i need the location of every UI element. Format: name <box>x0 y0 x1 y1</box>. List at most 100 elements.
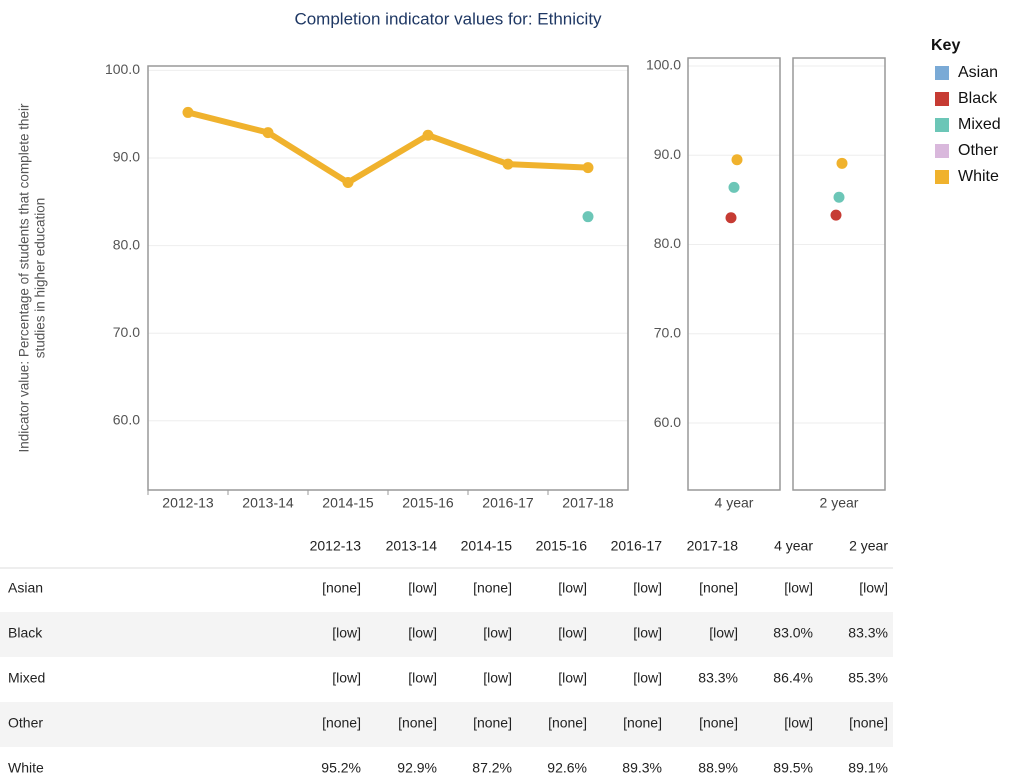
table-cell: [none] <box>623 715 662 731</box>
table-cell: 83.3% <box>848 625 888 641</box>
table-cell: 95.2% <box>321 760 361 776</box>
table-cell: [low] <box>408 670 437 686</box>
legend-label: Black <box>958 90 998 107</box>
y-axis-title-line: Indicator value: Percentage of students … <box>17 103 32 452</box>
data-point <box>728 181 740 193</box>
data-point <box>502 158 514 170</box>
table-cell: 89.3% <box>622 760 662 776</box>
table-header: 2017-18 <box>687 538 739 554</box>
y-axis-title-line: studies in higher education <box>33 198 48 359</box>
panel-frame <box>792 57 886 491</box>
y-tick-label: 90.0 <box>113 149 140 165</box>
table-cell: [low] <box>633 625 662 641</box>
table-cell: 86.4% <box>773 670 813 686</box>
table-cell: 88.9% <box>698 760 738 776</box>
table-cell: 89.1% <box>848 760 888 776</box>
chart-title: Completion indicator values for: Ethnici… <box>294 9 602 28</box>
table-row-stripe <box>0 702 893 747</box>
x-tick-label: 2016-17 <box>482 495 534 511</box>
table-cell: [none] <box>322 715 361 731</box>
table-cell: [low] <box>709 625 738 641</box>
y-tick-label: 90.0 <box>654 146 681 162</box>
table-cell: [low] <box>859 580 888 596</box>
y-tick-label: 100.0 <box>646 57 681 73</box>
legend-label: Asian <box>958 64 998 81</box>
y-tick-label: 70.0 <box>654 325 681 341</box>
y-tick-label: 80.0 <box>113 236 140 252</box>
data-point <box>182 106 194 118</box>
table-cell: [low] <box>332 670 361 686</box>
y-tick-label: 100.0 <box>105 61 140 77</box>
table-cell: [low] <box>558 670 587 686</box>
row-label: White <box>8 760 44 776</box>
table-cell: [low] <box>483 625 512 641</box>
data-point <box>731 154 743 166</box>
table-header: 2014-15 <box>461 538 513 554</box>
series-line <box>187 109 589 186</box>
row-label: Mixed <box>8 670 45 686</box>
table-header: 2 year <box>849 538 888 554</box>
row-label: Black <box>8 625 43 641</box>
table-cell: [low] <box>784 580 813 596</box>
table-header: 2012-13 <box>310 538 362 554</box>
legend-label: White <box>958 168 999 185</box>
x-tick-label: 2012-13 <box>162 495 214 511</box>
table-header: 2013-14 <box>386 538 438 554</box>
legend-swatch <box>935 92 949 106</box>
table-cell: 83.0% <box>773 625 813 641</box>
legend-label: Other <box>958 142 999 159</box>
data-point <box>342 177 354 189</box>
table-cell: [low] <box>408 625 437 641</box>
table-cell: 87.2% <box>472 760 512 776</box>
x-tick-label: 2015-16 <box>402 495 454 511</box>
table-cell: [none] <box>398 715 437 731</box>
x-tick-label: 2 year <box>820 495 859 511</box>
y-tick-label: 60.0 <box>654 414 681 430</box>
table-cell: 92.6% <box>547 760 587 776</box>
data-point <box>725 212 737 224</box>
plot-frame <box>147 65 629 491</box>
x-tick-label: 2013-14 <box>242 495 294 511</box>
table-cell: [low] <box>558 580 587 596</box>
row-label: Other <box>8 715 43 731</box>
legend-swatch <box>935 66 949 80</box>
table-cell: [none] <box>849 715 888 731</box>
panel-frame <box>687 57 781 491</box>
data-point <box>422 129 434 141</box>
table-cell: [low] <box>408 580 437 596</box>
table-header: 2015-16 <box>536 538 588 554</box>
table-cell: [none] <box>548 715 587 731</box>
table-cell: [none] <box>473 580 512 596</box>
table-cell: [low] <box>784 715 813 731</box>
legend-label: Mixed <box>958 116 1001 133</box>
data-point <box>262 127 274 139</box>
y-tick-label: 80.0 <box>654 235 681 251</box>
table-cell: [none] <box>699 580 738 596</box>
row-label: Asian <box>8 580 43 596</box>
table-cell: [low] <box>483 670 512 686</box>
table-cell: 85.3% <box>848 670 888 686</box>
x-tick-label: 4 year <box>715 495 754 511</box>
table-cell: [none] <box>699 715 738 731</box>
data-point <box>582 211 594 223</box>
y-tick-label: 70.0 <box>113 324 140 340</box>
x-tick-label: 2014-15 <box>322 495 374 511</box>
table-cell: [none] <box>473 715 512 731</box>
data-point <box>582 162 594 174</box>
data-point <box>833 191 845 203</box>
y-tick-label: 60.0 <box>113 411 140 427</box>
legend-swatch <box>935 144 949 158</box>
table-row-stripe <box>0 612 893 657</box>
data-point <box>836 157 848 169</box>
y-axis-title: Indicator value: Percentage of students … <box>17 103 48 452</box>
table-cell: 83.3% <box>698 670 738 686</box>
table-cell: 92.9% <box>397 760 437 776</box>
table-cell: [low] <box>558 625 587 641</box>
table-cell: [low] <box>633 670 662 686</box>
table-cell: 89.5% <box>773 760 813 776</box>
table-cell: [none] <box>322 580 361 596</box>
legend-swatch <box>935 118 949 132</box>
legend-title: Key <box>931 37 960 54</box>
